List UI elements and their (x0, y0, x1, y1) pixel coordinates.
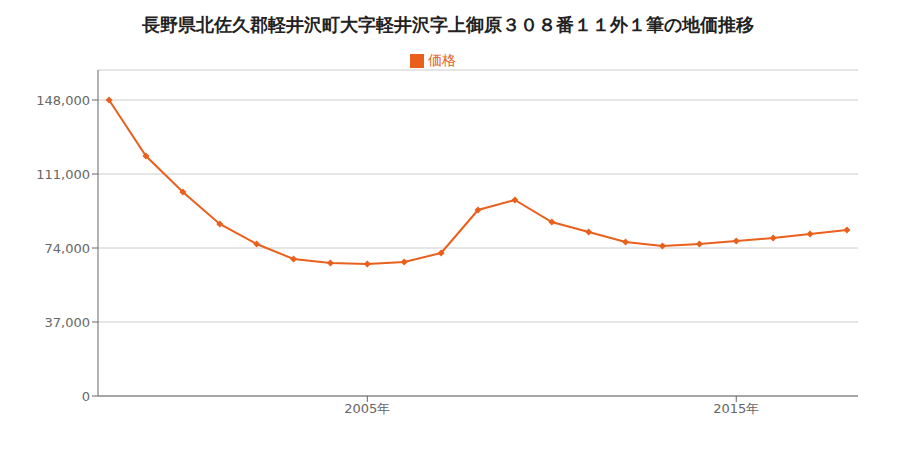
svg-text:2005年: 2005年 (344, 401, 390, 416)
svg-text:37,000: 37,000 (45, 315, 91, 330)
svg-text:2015年: 2015年 (713, 401, 759, 416)
svg-text:111,000: 111,000 (36, 167, 90, 182)
svg-text:74,000: 74,000 (45, 241, 91, 256)
svg-text:148,000: 148,000 (36, 93, 90, 108)
svg-text:0: 0 (82, 389, 90, 404)
html-text:長野県北佐久郡軽井沢町大字軽井沢字上御原３０８番１１外１筆の: 長野県北佐久郡軽井沢町大字軽井沢字上御原３０８番１１外１筆の地価推移 (142, 14, 754, 35)
html-text:価格: 価格 (428, 52, 456, 68)
